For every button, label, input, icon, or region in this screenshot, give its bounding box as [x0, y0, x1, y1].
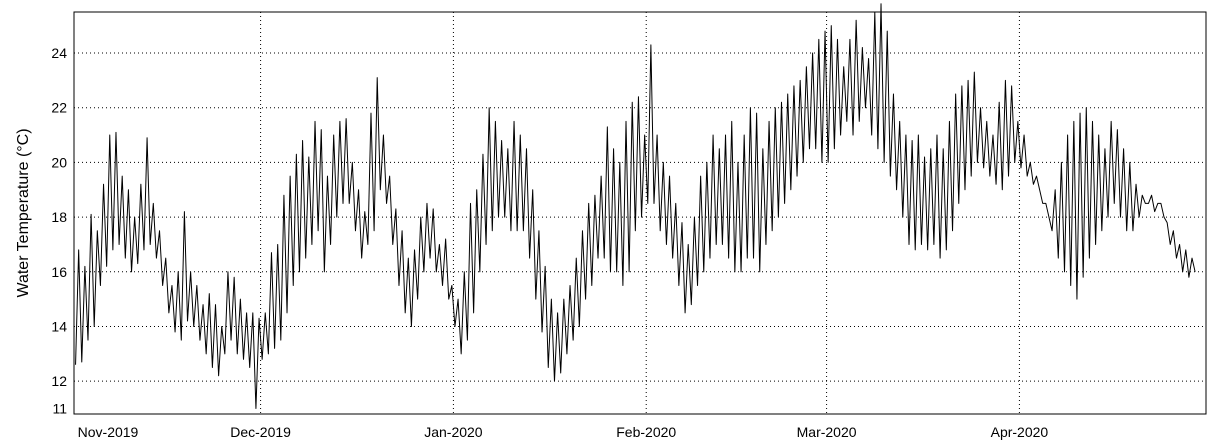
series-line-group: [75, 3, 1196, 410]
x-tick-label: Nov-2019: [78, 424, 139, 440]
y-tick-label: 11: [52, 401, 67, 417]
y-tick-label: 18: [51, 209, 67, 225]
y-tick-label: 16: [51, 264, 67, 280]
water-temperature-line: [75, 3, 1196, 410]
grid: [74, 12, 1206, 414]
x-tick-label: Mar-2020: [797, 424, 857, 440]
plot-frame: [73, 11, 1207, 415]
x-tick-label: Jan-2020: [424, 424, 483, 440]
y-tick-label: 20: [51, 154, 67, 170]
x-tick-label: Apr-2020: [991, 424, 1049, 440]
x-tick-labels: Nov-2019 Dec-2019 Jan-2020 Feb-2020 Mar-2020…: [78, 424, 1049, 440]
y-axis-label: Water Temperature (°C): [15, 128, 32, 297]
y-tick-label: 24: [51, 45, 67, 61]
y-tick-labels: 11 12 14 16 18 20 22 24: [51, 45, 67, 417]
x-tick-label: Dec-2019: [230, 424, 291, 440]
y-tick-label: 12: [51, 373, 67, 389]
y-tick-label: 22: [51, 100, 67, 116]
y-tick-label: 14: [51, 318, 67, 334]
x-tick-label: Feb-2020: [616, 424, 676, 440]
